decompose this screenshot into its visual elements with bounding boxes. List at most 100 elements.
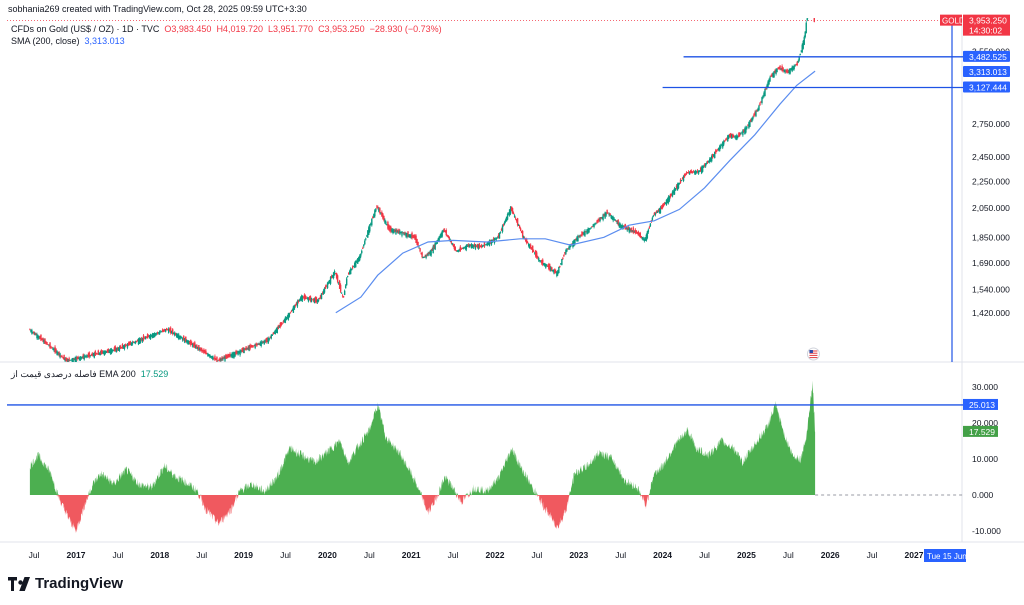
candle-body	[615, 220, 617, 222]
candle-body	[512, 212, 515, 215]
candle-body	[129, 341, 132, 345]
candle-body	[812, 0, 813, 5]
candle-body	[526, 242, 529, 244]
candle-body	[590, 227, 592, 229]
candle-body	[796, 62, 798, 66]
candle-body	[110, 348, 113, 354]
candle-body	[616, 221, 618, 224]
candle-body	[369, 224, 371, 232]
candle-body	[596, 220, 598, 223]
candle-body	[646, 231, 649, 239]
last-price-tag-bg	[963, 14, 1010, 36]
candle-body	[43, 340, 45, 344]
candle-body	[536, 252, 538, 258]
candle-body	[754, 112, 756, 116]
candle-body	[552, 269, 554, 272]
candle-body	[237, 350, 239, 356]
candle-body	[118, 346, 121, 351]
candle-body	[421, 252, 423, 258]
candle-body	[726, 138, 728, 140]
candle-body	[154, 333, 157, 335]
oscillator-legend[interactable]: فاصله درصدی قیمت از EMA 200 17.529	[11, 369, 168, 380]
last-price-label: 3,953.250	[969, 16, 1007, 26]
candle-body	[766, 85, 768, 88]
countdown-label: 14:30:02	[969, 26, 1002, 36]
candle-body	[85, 356, 87, 357]
candle-body	[123, 344, 126, 350]
brand-name: TradingView	[35, 575, 124, 592]
candle-body	[352, 266, 354, 269]
candle-body	[603, 214, 605, 216]
candle-body	[40, 334, 42, 341]
candle-body	[586, 229, 588, 234]
time-tick-label: Jul	[531, 550, 542, 560]
main-legend[interactable]: CFDs on Gold (US$ / OZ) · 1D · TVC O3,98…	[11, 24, 442, 34]
time-tick-label: 2018	[150, 550, 169, 560]
candle-body	[269, 336, 271, 338]
candle-body	[331, 275, 334, 278]
candle-body	[699, 167, 702, 172]
candle-body	[483, 242, 486, 247]
candle-body	[330, 275, 333, 279]
candle-body	[41, 338, 43, 340]
candle-body	[540, 261, 542, 263]
candle-body	[808, 10, 809, 17]
candle-body	[670, 193, 673, 196]
candle-body	[346, 276, 349, 277]
candle-body	[184, 338, 186, 343]
candle-body	[366, 235, 368, 237]
candle-body	[779, 65, 781, 70]
candle-body	[660, 206, 663, 210]
candle-body	[759, 103, 761, 106]
candle-body	[99, 352, 102, 355]
candle-body	[662, 204, 665, 207]
candle-body	[101, 350, 104, 354]
candle-body	[659, 207, 662, 214]
candle-body	[222, 358, 224, 360]
candle-body	[162, 329, 165, 332]
candle-body	[569, 245, 571, 249]
sma-legend-value: 3,313.013	[84, 36, 125, 46]
candle-body	[311, 299, 314, 301]
candle-body	[405, 232, 407, 237]
candle-body	[562, 258, 564, 259]
candle-body	[116, 347, 119, 350]
chart-canvas[interactable]: USD4,750.0004,350.0003,550.0002,750.0002…	[0, 0, 1024, 570]
time-tick-label: Jul	[867, 550, 878, 560]
candle-body	[498, 232, 501, 239]
candle-body	[362, 248, 364, 249]
candle-body	[300, 295, 303, 301]
candle-body	[328, 279, 331, 284]
candle-body	[75, 356, 77, 362]
candle-body	[758, 105, 760, 111]
candle-body	[620, 225, 622, 228]
candle-body	[94, 350, 96, 356]
candle-body	[289, 312, 292, 314]
candle-body	[455, 250, 457, 252]
candle-body	[255, 343, 257, 346]
candle-body	[386, 224, 388, 226]
candle-body	[79, 356, 81, 361]
candle-body	[541, 259, 543, 264]
candle-body	[718, 147, 720, 151]
candle-body	[327, 282, 330, 284]
candle-body	[776, 69, 778, 73]
candle-body	[712, 153, 714, 158]
candle-body	[768, 79, 770, 85]
candle-body	[474, 244, 477, 250]
candle-body	[579, 235, 581, 238]
candle-body	[787, 71, 789, 73]
candle-body	[147, 335, 150, 338]
sma-legend[interactable]: SMA (200, close) 3,313.013	[11, 36, 125, 46]
candle-body	[63, 354, 65, 360]
candle-body	[634, 229, 636, 234]
candle-body	[732, 133, 734, 138]
candle-body	[690, 170, 693, 174]
candle-body	[493, 237, 496, 244]
candle-body	[499, 232, 502, 234]
candle-body	[551, 267, 553, 271]
tradingview-brand[interactable]: TradingView	[8, 575, 123, 592]
candle-body	[443, 228, 445, 232]
candle-body	[601, 217, 603, 218]
candle-body	[414, 235, 416, 240]
